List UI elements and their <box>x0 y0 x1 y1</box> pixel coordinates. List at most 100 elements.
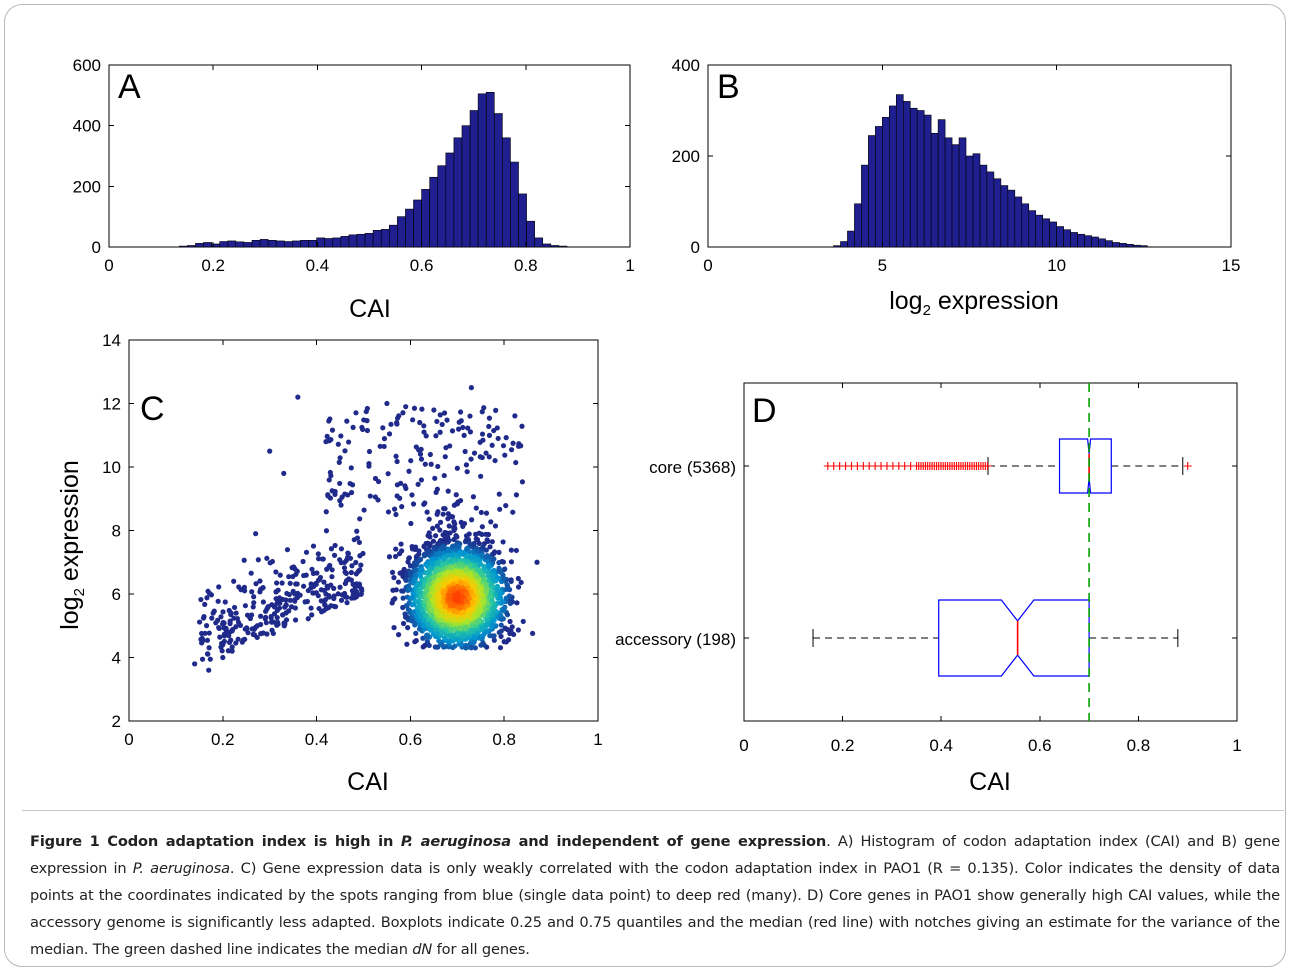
histogram-bar <box>332 237 342 248</box>
scatter-point <box>479 409 485 415</box>
y-tick-label: 12 <box>102 395 121 414</box>
scatter-point <box>484 554 490 560</box>
histogram-bar <box>979 164 988 248</box>
scatter-point <box>458 605 464 611</box>
scatter-point <box>476 635 482 641</box>
scatter-point <box>434 486 440 492</box>
y-tick-label: 6 <box>112 585 121 604</box>
scatter-point <box>367 493 373 499</box>
scatter-point <box>519 479 526 485</box>
scatter-point <box>426 600 432 606</box>
scatter-point <box>311 583 317 590</box>
scatter-point <box>292 617 299 623</box>
y-tick-label: 200 <box>73 177 101 196</box>
scatter-point <box>409 546 416 552</box>
scatter-point <box>303 549 310 555</box>
scatter-point <box>463 567 469 573</box>
scatter-point <box>469 628 475 634</box>
histogram-bar <box>340 236 350 248</box>
scatter-point <box>508 559 515 565</box>
scatter-point <box>458 418 464 424</box>
scatter-point <box>428 627 434 633</box>
scatter-point <box>274 607 280 614</box>
scatter-point <box>426 642 432 649</box>
scatter-point <box>437 519 444 525</box>
scatter-point <box>470 593 476 599</box>
scatter-point <box>481 642 487 648</box>
scatter-point <box>449 514 456 520</box>
histogram-bar <box>868 135 876 248</box>
scatter-point <box>478 509 484 516</box>
scatter-point <box>325 493 331 499</box>
scatter-point <box>439 598 445 604</box>
histogram-bar <box>324 238 334 248</box>
histogram-bar <box>243 242 253 248</box>
histogram-bar <box>847 230 855 248</box>
x-tick-label: 0.8 <box>1127 736 1151 755</box>
scatter-point <box>486 423 492 430</box>
histogram-bar <box>308 240 317 248</box>
histogram-bar <box>1133 244 1141 248</box>
scatter-point <box>358 591 364 597</box>
panel-c-axes-box <box>128 339 599 722</box>
histogram-bar <box>179 245 188 248</box>
scatter-point <box>315 593 321 599</box>
scatter-point <box>366 463 372 469</box>
panel-a-bars <box>179 92 568 248</box>
scatter-point <box>412 572 418 578</box>
scatter-point <box>454 609 460 615</box>
scatter-point <box>487 544 493 550</box>
x-tick-label: 0.8 <box>492 730 516 749</box>
scatter-point <box>391 625 397 631</box>
scatter-point <box>337 455 343 461</box>
x-tick-label: 0.2 <box>201 256 225 275</box>
scatter-point <box>279 580 285 586</box>
scatter-point <box>325 585 331 591</box>
histogram-bar <box>993 178 1002 248</box>
scatter-point <box>344 600 350 606</box>
scatter-point <box>418 477 425 483</box>
scatter-point <box>427 451 433 458</box>
scatter-point <box>462 448 468 455</box>
scatter-point <box>437 582 443 588</box>
scatter-point <box>323 509 329 515</box>
notched-box <box>938 599 1090 677</box>
histogram-bar <box>356 233 366 248</box>
histogram-bar <box>1014 196 1023 248</box>
scatter-point <box>434 418 440 425</box>
scatter-point <box>435 597 441 603</box>
scatter-point <box>474 613 480 619</box>
scatter-point <box>451 527 457 533</box>
scatter-point <box>407 569 414 575</box>
scatter-point <box>452 626 458 632</box>
scatter-point <box>315 556 322 562</box>
scatter-point <box>384 400 390 407</box>
panel-a-ticks: 0 0.2 0.4 0.6 0.8 1 0 200 400 600 <box>73 56 635 275</box>
histogram-bar <box>1070 232 1078 248</box>
scatter-point <box>518 579 524 586</box>
scatter-point <box>478 586 485 592</box>
scatter-point <box>201 614 207 620</box>
scatter-point <box>399 504 405 510</box>
scatter-point <box>437 571 443 578</box>
scatter-point <box>198 596 204 603</box>
scatter-point <box>204 651 211 657</box>
scatter-point <box>406 468 412 474</box>
scatter-point <box>430 590 436 596</box>
scatter-point <box>348 569 354 576</box>
scatter-point <box>310 543 317 549</box>
figure-frame <box>4 4 1286 967</box>
scatter-point <box>220 621 227 627</box>
scatter-point <box>381 436 388 442</box>
scatter-point <box>405 559 411 565</box>
scatter-point <box>269 558 276 565</box>
scatter-point <box>292 598 298 604</box>
panel-d-xlabel: CAI <box>969 768 1011 796</box>
scatter-point <box>453 576 459 583</box>
y-tick-label: 400 <box>73 117 101 136</box>
scatter-point <box>424 509 430 515</box>
scatter-point <box>385 509 392 515</box>
